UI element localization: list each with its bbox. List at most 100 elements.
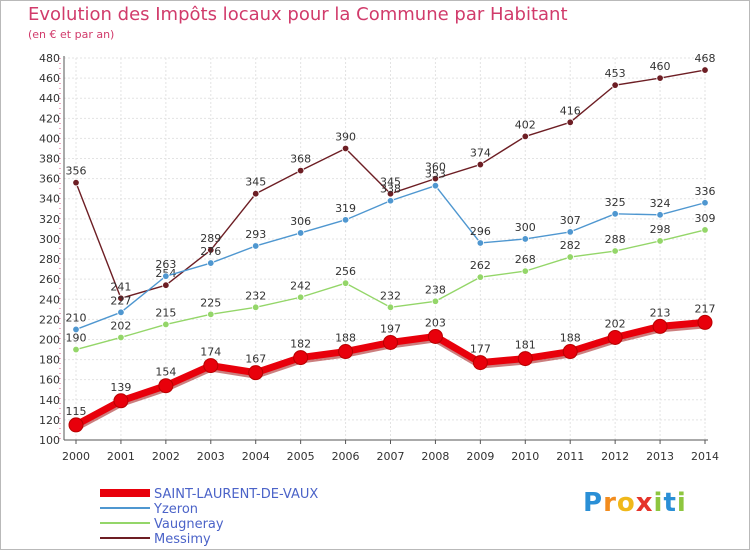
data-point bbox=[117, 308, 125, 317]
data-point bbox=[252, 303, 260, 312]
legend-label: Messimy bbox=[154, 532, 211, 547]
data-label: 300 bbox=[515, 221, 536, 234]
data-label: 360 bbox=[425, 161, 446, 174]
data-label: 309 bbox=[695, 212, 716, 225]
data-label: 356 bbox=[66, 165, 87, 178]
logo-letter: i bbox=[653, 488, 664, 518]
data-point bbox=[521, 267, 529, 275]
data-point bbox=[296, 293, 305, 301]
logo-letter: t bbox=[663, 488, 677, 518]
y-tick-label: 460 bbox=[39, 72, 60, 85]
data-label: 282 bbox=[560, 239, 581, 252]
data-point bbox=[517, 351, 533, 367]
y-tick-label: 480 bbox=[39, 52, 60, 65]
y-tick-label: 360 bbox=[39, 173, 60, 186]
x-tick-label: 2003 bbox=[197, 450, 225, 463]
data-point bbox=[207, 246, 215, 254]
data-point bbox=[341, 216, 350, 224]
y-tick-label: 200 bbox=[39, 333, 60, 346]
data-point bbox=[72, 325, 80, 334]
y-tick-label: 280 bbox=[39, 253, 60, 266]
proxiti-logo: Proxiti bbox=[583, 488, 687, 518]
data-point bbox=[607, 329, 623, 345]
chart-title: Evolution des Impôts locaux pour la Comm… bbox=[28, 4, 568, 25]
data-point bbox=[296, 229, 305, 237]
data-label: 256 bbox=[335, 265, 356, 278]
data-point bbox=[162, 281, 170, 289]
data-label: 453 bbox=[605, 67, 626, 80]
data-label: 225 bbox=[200, 296, 221, 309]
data-point bbox=[72, 178, 80, 187]
data-label: 182 bbox=[290, 338, 311, 351]
data-label: 203 bbox=[425, 316, 446, 329]
logo-letter: r bbox=[603, 488, 617, 518]
y-tick-label: 400 bbox=[39, 132, 60, 145]
data-label: 353 bbox=[425, 168, 446, 181]
data-label: 190 bbox=[66, 332, 87, 345]
data-point bbox=[207, 259, 215, 267]
data-point bbox=[252, 190, 260, 198]
data-point bbox=[72, 345, 80, 354]
data-label: 268 bbox=[515, 253, 536, 266]
y-tick-label: 300 bbox=[39, 233, 60, 246]
data-point bbox=[386, 197, 395, 205]
data-label: 390 bbox=[335, 130, 356, 143]
data-label: 319 bbox=[335, 202, 356, 215]
data-label: 210 bbox=[66, 311, 87, 324]
data-label: 188 bbox=[560, 332, 581, 345]
legend-label: Vaugneray bbox=[154, 517, 224, 532]
data-point bbox=[341, 279, 350, 287]
data-label: 241 bbox=[110, 280, 131, 293]
x-tick-label: 2000 bbox=[62, 450, 90, 463]
data-point bbox=[431, 174, 440, 183]
data-label: 306 bbox=[290, 215, 311, 228]
data-label: 232 bbox=[380, 289, 401, 302]
y-tick-label: 160 bbox=[39, 374, 60, 387]
x-tick-label: 2013 bbox=[646, 450, 674, 463]
data-label: 174 bbox=[200, 346, 221, 359]
data-point bbox=[341, 144, 350, 153]
y-tick-label: 240 bbox=[39, 293, 60, 306]
data-label: 416 bbox=[560, 104, 581, 117]
data-label: 215 bbox=[155, 306, 176, 319]
data-label: 202 bbox=[110, 319, 131, 332]
data-point bbox=[158, 378, 174, 394]
x-tick-label: 2008 bbox=[421, 450, 449, 463]
chart-subtitle: (en € et par an) bbox=[28, 28, 115, 41]
data-point bbox=[656, 74, 664, 82]
y-tick-label: 420 bbox=[39, 112, 60, 125]
data-label: 232 bbox=[245, 289, 266, 302]
data-label: 368 bbox=[290, 153, 311, 166]
x-tick-label: 2009 bbox=[466, 450, 494, 463]
data-label: 217 bbox=[695, 302, 716, 315]
y-tick-label: 220 bbox=[39, 313, 60, 326]
logo-letter: i bbox=[676, 488, 687, 518]
logo-letter: P bbox=[583, 488, 604, 518]
logo-letter: x bbox=[635, 488, 654, 518]
x-tick-label: 2006 bbox=[332, 450, 360, 463]
data-point bbox=[117, 333, 125, 342]
data-point bbox=[476, 273, 485, 281]
data-point bbox=[472, 355, 488, 371]
x-tick-label: 2012 bbox=[601, 450, 629, 463]
data-label: 197 bbox=[380, 322, 401, 335]
data-point bbox=[113, 393, 129, 409]
y-tick-label: 440 bbox=[39, 92, 60, 105]
data-point bbox=[203, 358, 219, 374]
data-point bbox=[701, 66, 709, 74]
data-label: 263 bbox=[155, 258, 176, 271]
data-label: 468 bbox=[695, 52, 716, 65]
y-tick-label: 320 bbox=[39, 213, 60, 226]
x-tick-label: 2005 bbox=[287, 450, 315, 463]
data-point bbox=[611, 210, 619, 218]
x-tick-label: 2004 bbox=[242, 450, 270, 463]
data-point bbox=[162, 320, 170, 329]
data-point bbox=[162, 272, 170, 280]
data-label: 262 bbox=[470, 259, 491, 272]
data-label: 460 bbox=[650, 60, 671, 73]
data-label: 213 bbox=[650, 306, 671, 319]
data-label: 345 bbox=[245, 176, 266, 189]
plot-area bbox=[64, 58, 708, 440]
data-point bbox=[701, 226, 709, 234]
